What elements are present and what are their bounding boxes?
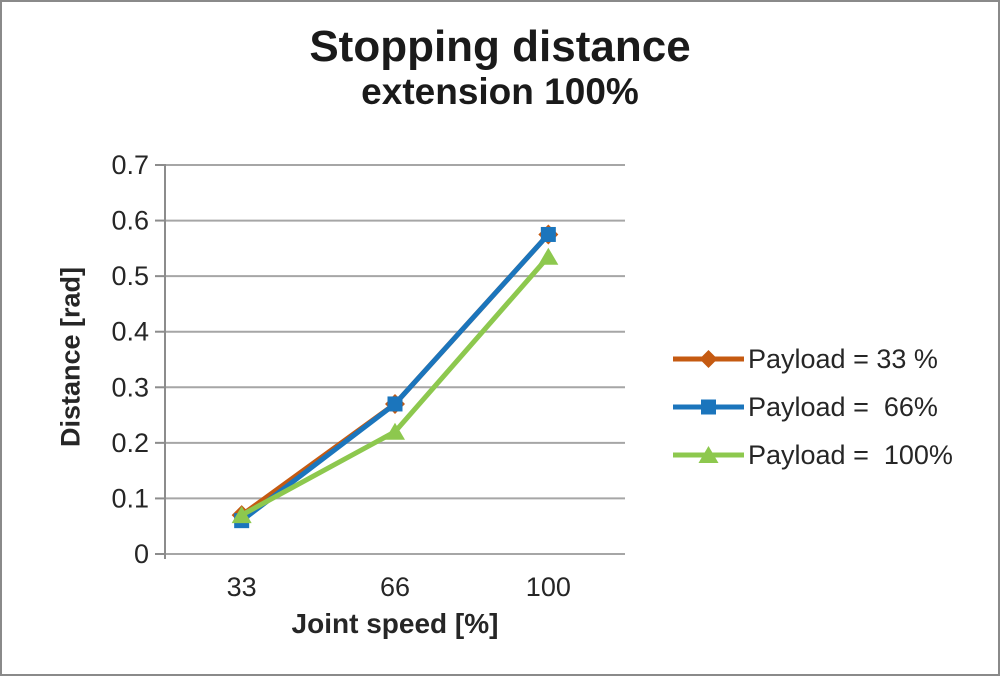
x-tick-label: 100 bbox=[526, 572, 571, 602]
x-tick-label: 66 bbox=[380, 572, 410, 602]
legend-entry-payload-100: Payload = 100% bbox=[672, 431, 953, 479]
marker-triangle bbox=[385, 422, 405, 440]
y-tick-label: 0.6 bbox=[111, 206, 149, 236]
marker-triangle bbox=[538, 247, 559, 265]
marker-square bbox=[540, 226, 556, 242]
marker-square bbox=[387, 396, 403, 412]
series-line bbox=[239, 231, 551, 524]
x-axis-title: Joint speed [%] bbox=[291, 608, 499, 639]
legend-marker-square-icon bbox=[673, 399, 744, 415]
chart-subtitle: extension 100% bbox=[361, 71, 639, 113]
series-line bbox=[239, 254, 551, 518]
legend-entry-payload-66: Payload = 66% bbox=[672, 383, 953, 431]
legend-label: Payload = 33 % bbox=[748, 343, 938, 374]
y-axis-title: Distance [rad] bbox=[55, 266, 86, 448]
y-tick-label: 0 bbox=[134, 539, 149, 569]
y-tick-label: 0.1 bbox=[111, 483, 149, 513]
legend-marker-diamond-icon bbox=[673, 350, 744, 368]
y-tick-label: 0.5 bbox=[111, 261, 149, 291]
y-tick-label: 0.4 bbox=[111, 317, 149, 347]
y-tick-label: 0.2 bbox=[111, 428, 149, 458]
legend-entry-payload-33: Payload = 33 % bbox=[672, 335, 953, 383]
y-tick-label: 0.3 bbox=[111, 372, 149, 402]
legend-label: Payload = 100% bbox=[748, 439, 953, 470]
legend-marker-triangle-icon bbox=[673, 446, 744, 463]
title-block: Stopping distance extension 100% bbox=[2, 22, 998, 114]
legend: Payload = 33 % Payload = 66% Payload = 1… bbox=[672, 335, 953, 479]
chart-title: Stopping distance bbox=[309, 22, 691, 71]
y-tick-label: 0.7 bbox=[111, 150, 149, 180]
marker-triangle bbox=[231, 506, 252, 524]
x-tick-label: 33 bbox=[227, 572, 257, 602]
legend-label: Payload = 66% bbox=[748, 391, 938, 422]
